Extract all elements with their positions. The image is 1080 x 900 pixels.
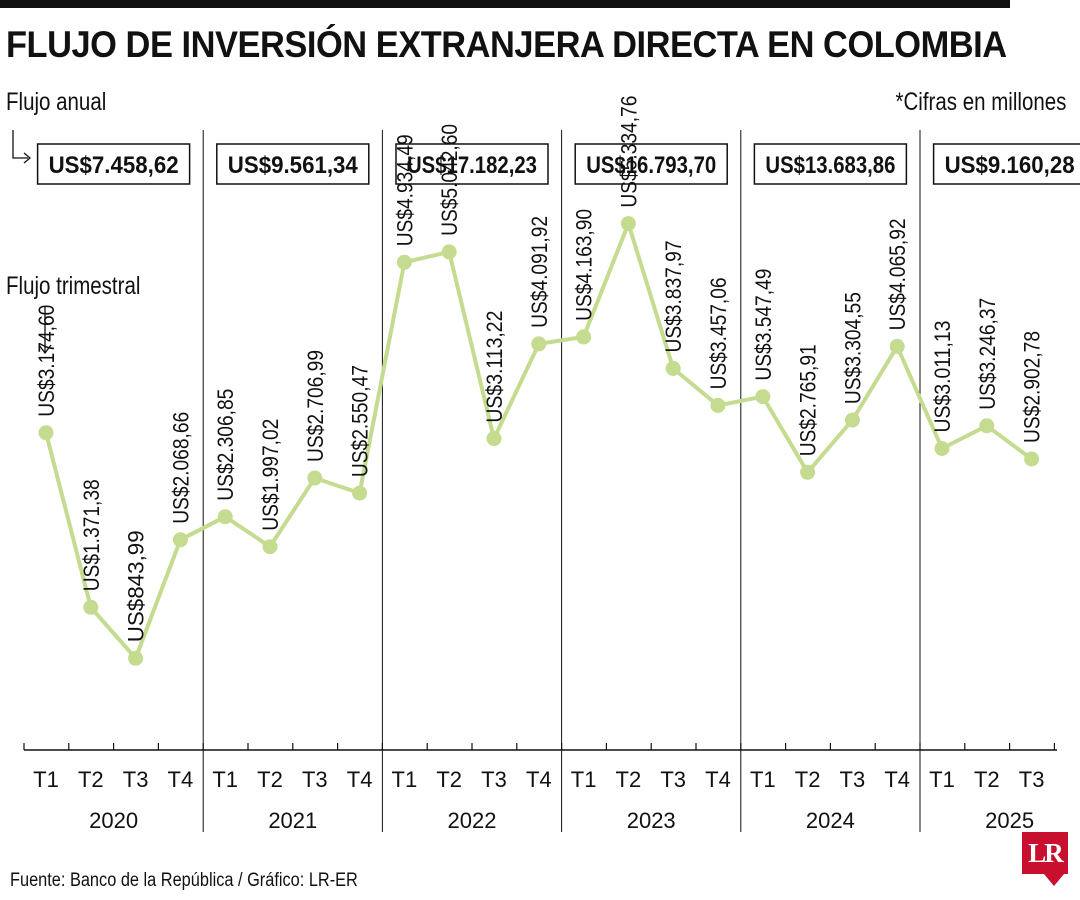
quarter-tick-label: T1 <box>571 767 597 792</box>
data-label: US$3.113,22 <box>482 311 507 423</box>
chart-title: FLUJO DE INVERSIÓN EXTRANJERA DIRECTA EN… <box>6 24 1007 65</box>
data-point <box>83 599 99 615</box>
quarterly-arrow-head-icon <box>38 344 52 355</box>
quarter-tick-label: T3 <box>481 767 507 792</box>
quarter-tick-label: T1 <box>392 767 418 792</box>
top-bar <box>0 0 1010 8</box>
data-label: US$843,99 <box>124 530 149 642</box>
data-label: US$1.997,02 <box>258 419 283 531</box>
quarterly-flow-label: Flujo trimestral <box>6 272 141 300</box>
lr-logo: LR <box>1022 832 1068 874</box>
data-point <box>352 485 368 501</box>
data-label: US$4.163,90 <box>572 209 597 321</box>
quarter-tick-label: T3 <box>1019 767 1045 792</box>
data-point <box>172 532 188 548</box>
data-point <box>934 441 950 456</box>
year-tick-label: 2021 <box>268 808 317 833</box>
quarter-tick-label: T4 <box>347 767 373 792</box>
data-label: US$1.371,38 <box>79 479 104 591</box>
data-label: US$2.706,99 <box>303 350 328 462</box>
annual-value-box <box>574 143 728 185</box>
data-point <box>800 464 816 480</box>
data-label: US$2.306,85 <box>213 389 238 501</box>
data-point <box>979 418 995 434</box>
quarter-tick-label: T4 <box>168 767 194 792</box>
data-point <box>441 244 457 260</box>
data-point <box>576 329 592 345</box>
quarter-tick-label: T2 <box>616 767 642 792</box>
data-label: US$5.042,60 <box>437 124 462 236</box>
quarter-tick-label: T1 <box>929 767 955 792</box>
data-point <box>38 425 54 441</box>
data-label: US$4.934,49 <box>392 134 417 246</box>
data-label: US$3.457,06 <box>706 277 731 389</box>
data-label: US$2.068,66 <box>168 412 193 524</box>
annual-value-box <box>216 143 370 185</box>
annual-value-box <box>36 143 191 185</box>
annual-value-label: US$9.160,28 <box>945 152 1075 179</box>
annual-value-box <box>932 143 1080 185</box>
lr-logo-tail <box>1044 874 1064 886</box>
quarter-tick-label: T1 <box>212 767 238 792</box>
quarter-tick-label: T4 <box>526 767 552 792</box>
units-note: *Cifras en millones <box>895 88 1066 116</box>
year-tick-label: 2022 <box>448 808 497 833</box>
annual-flow-label: Flujo anual <box>6 88 107 116</box>
data-label: US$2.550,47 <box>348 365 373 477</box>
data-point <box>486 431 502 447</box>
data-point <box>844 412 860 428</box>
data-point <box>665 361 681 376</box>
source-note: Fuente: Banco de la República / Gráfico:… <box>10 870 358 891</box>
data-point <box>620 216 636 232</box>
quarter-tick-label: T3 <box>660 767 686 792</box>
chart-canvas: US$7.458,62 T1 T2 T3 T4 2020 US$9.561,34 T1 T2 T3… <box>12 96 1080 833</box>
quarter-tick-label: T2 <box>257 767 283 792</box>
quarter-tick-label: T2 <box>974 767 1000 792</box>
annual-arrow-head-icon <box>23 152 32 164</box>
quarter-tick-label: T4 <box>705 767 731 792</box>
quarter-tick-label: T3 <box>123 767 149 792</box>
data-label: US$3.837,97 <box>661 241 686 353</box>
data-label: US$3.174,60 <box>34 305 59 417</box>
quarter-tick-label: T1 <box>750 767 776 792</box>
year-tick-label: 2023 <box>627 808 676 833</box>
year-tick-label: 2025 <box>985 808 1034 833</box>
data-point <box>396 254 412 270</box>
annual-value-label: US$9.561,34 <box>228 152 359 179</box>
data-label: US$3.246,37 <box>975 298 1000 410</box>
annual-value-label: US$7.458,62 <box>49 152 179 179</box>
quarter-tick-label: T2 <box>78 767 104 792</box>
quarter-tick-label: T4 <box>884 767 910 792</box>
data-point <box>128 650 144 666</box>
data-point <box>307 470 323 486</box>
quarter-tick-label: T3 <box>302 767 328 792</box>
quarter-tick-label: T2 <box>436 767 462 792</box>
data-label: US$3.547,49 <box>751 269 776 381</box>
data-label: US$4.091,92 <box>527 216 552 328</box>
annual-value-label: US$17.182,23 <box>407 152 537 179</box>
data-label: US$3.304,55 <box>840 292 865 404</box>
data-label: US$3.011,13 <box>930 321 955 433</box>
data-point <box>710 397 726 413</box>
data-point <box>755 389 771 405</box>
data-point <box>889 338 905 354</box>
data-label: US$4.065,92 <box>885 218 910 330</box>
annual-value-label: US$13.683,86 <box>765 152 895 179</box>
year-tick-label: 2024 <box>806 808 855 833</box>
data-point <box>217 509 233 525</box>
year-tick-label: 2020 <box>89 808 138 833</box>
data-label: US$5.334,76 <box>616 96 641 208</box>
annual-arrow-icon <box>12 130 28 159</box>
data-label: US$2.765,91 <box>796 344 821 456</box>
data-point <box>1024 451 1040 467</box>
quarter-tick-label: T2 <box>795 767 821 792</box>
quarter-tick-label: T1 <box>33 767 59 792</box>
quarter-tick-label: T3 <box>840 767 866 792</box>
annual-value-box <box>395 143 549 185</box>
data-label: US$2.902,78 <box>1020 331 1045 443</box>
annual-value-label: US$16.793,70 <box>586 152 716 179</box>
data-point <box>531 336 547 352</box>
data-point <box>262 539 278 555</box>
annual-value-box <box>753 143 908 185</box>
